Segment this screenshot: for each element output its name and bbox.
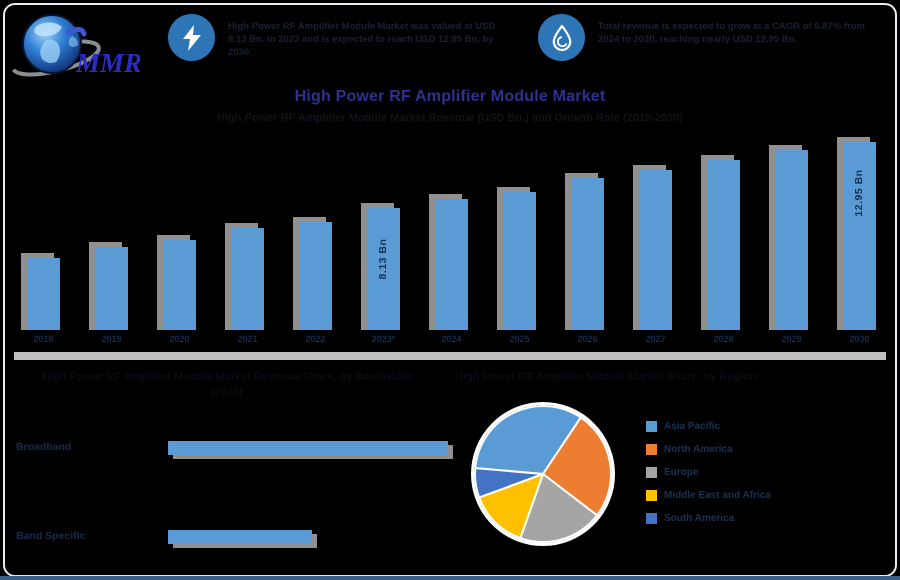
legend-label: South America — [664, 513, 735, 524]
legend-label: North America — [664, 444, 733, 455]
legend-label: Asia Pacific — [664, 421, 721, 432]
legend-swatch — [646, 467, 657, 478]
pie-legend: Asia Pacific North America Europe Middle Ea… — [646, 421, 771, 524]
revenue-bar-2018 — [27, 258, 60, 330]
pie-slice-middle-east-and-africa — [478, 473, 544, 540]
x-tick-label: 2022 — [305, 334, 326, 344]
segment-label: Broadband — [16, 441, 72, 453]
x-tick-label: 2021 — [237, 334, 258, 344]
legend-item: North America — [646, 444, 771, 455]
legend-item: South America — [646, 513, 771, 524]
pie-slice-south-america — [474, 467, 544, 499]
region-section-heading: High Power RF Amplifier Module Market Sh… — [455, 371, 757, 383]
x-tick-label: 2018 — [33, 334, 54, 344]
segment-bar — [168, 441, 448, 455]
x-tick-label: 2023* — [371, 334, 396, 344]
bar-value-label: 12.95 Bn — [852, 169, 865, 217]
x-tick-label: 2019 — [101, 334, 122, 344]
x-tick-label: 2024 — [441, 334, 462, 344]
revenue-bar-2020 — [163, 240, 196, 330]
revenue-bar-2023* — [367, 208, 400, 330]
pie-slice-europe — [519, 473, 599, 543]
legend-swatch — [646, 490, 657, 501]
revenue-bar-2024 — [435, 199, 468, 330]
legend-item: Middle East and Africa — [646, 490, 771, 501]
revenue-bar-2021 — [231, 228, 264, 330]
chart-title: High Power RF Amplifier Module Market — [294, 88, 606, 105]
droplet-icon — [552, 24, 571, 51]
revenue-bar-2029 — [775, 150, 808, 330]
logo-text: MMR — [75, 48, 140, 78]
revenue-bar-2027 — [639, 170, 672, 330]
revenue-bar-2022 — [299, 222, 332, 330]
globe-icon — [11, 14, 101, 77]
legend-swatch — [646, 444, 657, 455]
pie-outer-ring — [471, 402, 615, 546]
pie-slice-north-america — [542, 416, 612, 517]
chart-subtitle: High Power RF Amplifier Module Market Re… — [217, 112, 683, 124]
legend-label: Europe — [664, 467, 699, 478]
pie-slice-asia-pacific — [474, 404, 582, 475]
revenue-bar-2019 — [95, 247, 128, 330]
segment-label: Band Specific — [16, 530, 86, 542]
x-tick-label: 2029 — [781, 334, 802, 344]
mmr-logo: MMR — [11, 14, 140, 78]
cagr-text: Total revenue is expected to grow at a C… — [598, 21, 865, 46]
segment-heading-line1: High Power RF Amplifier Module Market Re… — [42, 371, 412, 383]
legend-swatch — [646, 421, 657, 432]
region-pie-chart — [463, 394, 623, 554]
x-tick-label: 2020 — [169, 334, 190, 344]
x-tick-label: 2025 — [509, 334, 530, 344]
segment-section-heading: High Power RF Amplifier Module Market Re… — [14, 370, 440, 400]
segment-bar — [168, 530, 312, 544]
revenue-bar-2028 — [707, 160, 740, 330]
x-tick-label: 2026 — [577, 334, 598, 344]
revenue-bar-2026 — [571, 178, 604, 330]
segment-heading-line2: (2023) — [211, 385, 243, 398]
market-value-text: High Power RF Amplifier Module Market wa… — [228, 21, 496, 59]
lightning-icon — [182, 24, 201, 51]
legend-item: Europe — [646, 467, 771, 478]
legend-swatch — [646, 513, 657, 524]
x-tick-label: 2027 — [645, 334, 666, 344]
footer-accent-bar — [0, 576, 900, 580]
growth-badge — [538, 14, 585, 61]
legend-item: Asia Pacific — [646, 421, 771, 432]
revenue-bar-2030 — [843, 142, 876, 330]
x-tick-label: 2028 — [713, 334, 734, 344]
bar-value-label: 8.13 Bn — [376, 238, 389, 280]
legend-label: Middle East and Africa — [664, 490, 771, 501]
x-tick-label: 2030 — [849, 334, 870, 344]
revenue-bar-2025 — [503, 192, 536, 330]
value-badge — [168, 14, 215, 61]
x-axis-band — [14, 352, 886, 360]
